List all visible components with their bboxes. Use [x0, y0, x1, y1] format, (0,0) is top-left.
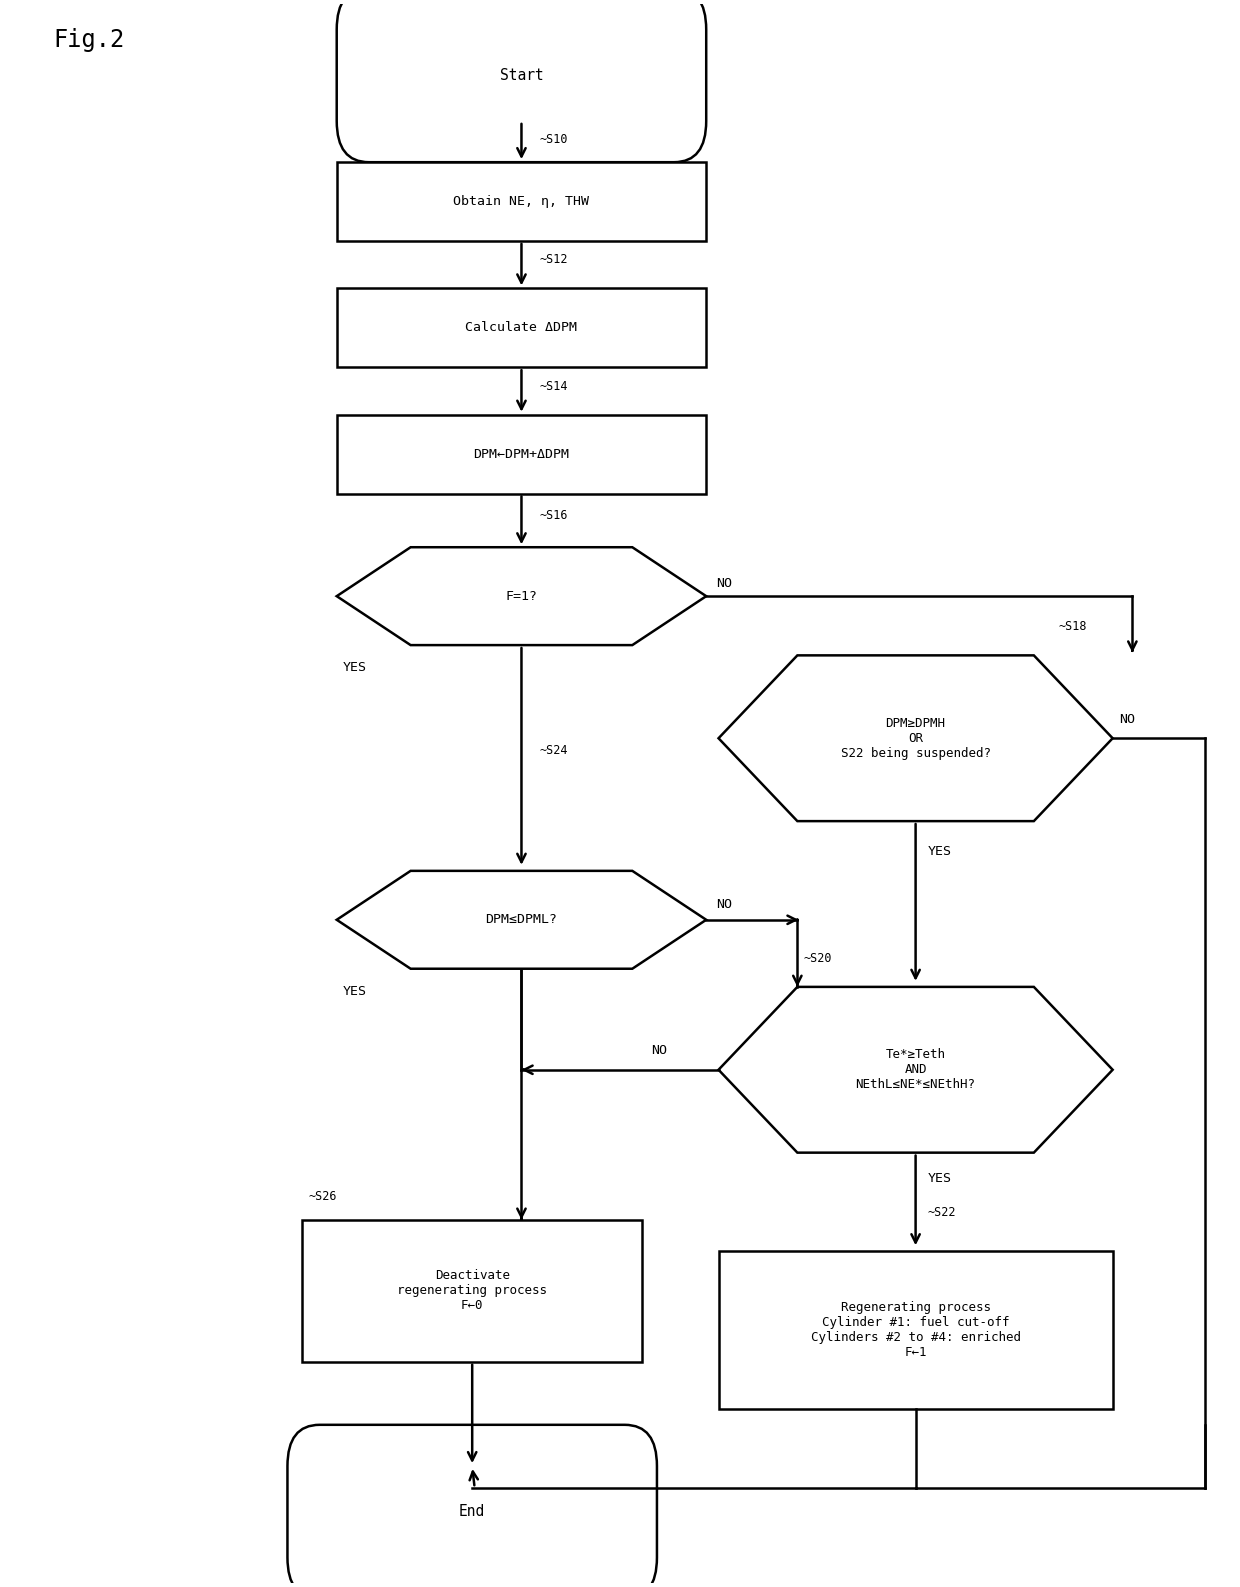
Text: ~S20: ~S20 [804, 952, 832, 965]
Text: Regenerating process
Cylinder #1: fuel cut-off
Cylinders #2 to #4: enriched
F←1: Regenerating process Cylinder #1: fuel c… [811, 1301, 1021, 1358]
FancyBboxPatch shape [288, 1425, 657, 1587]
Text: YES: YES [928, 844, 952, 859]
Polygon shape [337, 548, 707, 644]
Bar [718, 1251, 1112, 1409]
Bar [303, 1220, 642, 1362]
Text: NO: NO [1118, 713, 1135, 725]
Text: End: End [459, 1504, 485, 1519]
Text: NO: NO [715, 578, 732, 590]
Polygon shape [718, 987, 1112, 1152]
Text: ~S12: ~S12 [539, 254, 568, 267]
Text: ~S22: ~S22 [928, 1206, 956, 1219]
Text: Fig.2: Fig.2 [53, 29, 125, 52]
Text: YES: YES [343, 984, 367, 998]
Polygon shape [718, 655, 1112, 820]
Text: NO: NO [651, 1044, 667, 1057]
Text: YES: YES [343, 660, 367, 674]
Polygon shape [337, 871, 707, 968]
Text: Obtain NE, η, THW: Obtain NE, η, THW [454, 195, 589, 208]
Text: Calculate ΔDPM: Calculate ΔDPM [465, 321, 578, 335]
Bar [337, 289, 707, 367]
Text: ~S18: ~S18 [1059, 621, 1087, 633]
Text: NO: NO [715, 898, 732, 911]
Text: ~S14: ~S14 [539, 379, 568, 392]
Text: ~S10: ~S10 [539, 133, 568, 146]
Bar [337, 414, 707, 494]
Text: YES: YES [928, 1171, 952, 1184]
Text: Te*≥Teth
AND
NEthL≤NE*≤NEthH?: Te*≥Teth AND NEthL≤NE*≤NEthH? [856, 1049, 976, 1092]
Text: Deactivate
regenerating process
F←0: Deactivate regenerating process F←0 [397, 1270, 547, 1312]
Text: DPM←DPM+ΔDPM: DPM←DPM+ΔDPM [474, 448, 569, 460]
Text: F=1?: F=1? [506, 590, 537, 603]
Bar [337, 162, 707, 241]
Text: ~S24: ~S24 [539, 744, 568, 757]
Text: ~S26: ~S26 [309, 1190, 337, 1203]
Text: DPM≤DPML?: DPM≤DPML? [486, 913, 558, 927]
Text: Start: Start [500, 68, 543, 83]
Text: ~S16: ~S16 [539, 509, 568, 522]
FancyBboxPatch shape [337, 0, 707, 162]
Text: DPM≥DPMH
OR
S22 being suspended?: DPM≥DPMH OR S22 being suspended? [841, 717, 991, 760]
